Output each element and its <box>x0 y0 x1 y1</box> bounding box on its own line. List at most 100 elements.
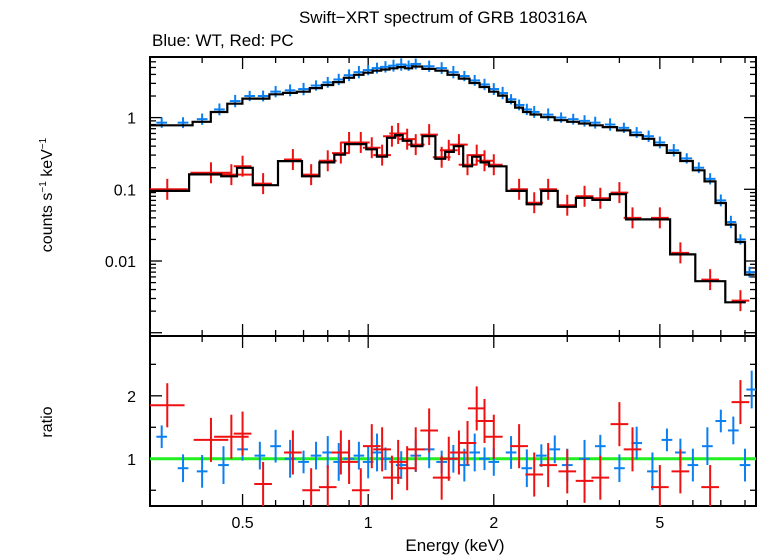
wt-point <box>589 116 601 129</box>
svg-text:counts s−1 keV−1: counts s−1 keV−1 <box>38 137 56 252</box>
wt-ratio-point <box>535 444 547 467</box>
pc-ratio-point <box>671 449 690 494</box>
wt-ratio-point <box>661 428 673 452</box>
pc-point <box>233 155 252 177</box>
spectrum-panel: 0.01 0.1 1 <box>105 56 757 337</box>
wt-ratio-point <box>746 370 756 409</box>
pc-point <box>467 144 486 166</box>
wt-point <box>388 59 399 72</box>
wt-ratio-point <box>156 425 168 449</box>
pc-point <box>150 178 188 200</box>
wt-point <box>567 113 579 125</box>
pc-point <box>671 242 690 264</box>
wt-ratio-point <box>687 448 699 482</box>
wt-point <box>693 162 705 174</box>
pc-point <box>575 185 594 207</box>
bottom-frame <box>149 335 757 507</box>
wt-point <box>704 173 716 185</box>
wt-ratio-point <box>469 433 481 472</box>
pc-ratio-point <box>254 461 272 506</box>
pc-point <box>458 154 477 176</box>
wt-point <box>447 65 459 79</box>
wt-ratio-point <box>739 448 751 482</box>
ylabel-exp2: −1 <box>38 137 49 149</box>
wt-point <box>333 73 345 86</box>
pc-ratio-point <box>373 427 391 472</box>
pc-point <box>351 131 370 153</box>
wt-point <box>298 82 309 96</box>
wt-point <box>479 78 490 91</box>
wt-point <box>436 62 448 75</box>
pc-ratio-point <box>362 424 381 469</box>
pc-point <box>484 154 503 176</box>
pc-ratio-point <box>558 449 577 494</box>
pc-ratio-point <box>284 430 302 475</box>
pc-point <box>302 164 320 186</box>
pc-point <box>650 207 669 229</box>
pc-ratio-point <box>420 408 438 453</box>
pc-point <box>475 150 494 172</box>
wt-point <box>423 60 435 72</box>
pc-ratio-point <box>439 436 458 481</box>
wt-point <box>643 130 654 142</box>
pc-ratio-point <box>193 417 229 462</box>
pc-point <box>610 182 629 204</box>
pc-point <box>389 123 408 144</box>
wt-point <box>668 144 680 157</box>
pc-ratio-point <box>233 411 252 456</box>
wt-ratio-point <box>322 436 334 469</box>
wt-ratio-point <box>549 435 561 464</box>
wt-ratio-point <box>715 409 727 433</box>
wt-ratio-point <box>505 436 517 469</box>
x-tick-label: 0.5 <box>231 515 253 532</box>
pc-point <box>190 162 232 184</box>
y-tick-label: 2 <box>127 389 136 406</box>
pc-ratio-point <box>575 458 594 503</box>
wt-point <box>604 118 616 131</box>
top-frame <box>149 56 757 337</box>
pc-point <box>510 178 528 200</box>
pc-ratio-point <box>450 430 468 475</box>
wt-ratio-point <box>521 449 533 488</box>
wt-ratio-point <box>702 427 713 466</box>
pc-ratio-point <box>650 465 669 506</box>
wt-point <box>654 136 666 149</box>
wt-ratio-point <box>298 450 309 474</box>
wt-point <box>631 127 643 138</box>
pc-ratio-point <box>150 383 185 428</box>
pc-ratio-point <box>591 455 610 500</box>
wt-point <box>380 61 391 73</box>
pc-ratio-point <box>475 398 494 444</box>
wt-point <box>343 69 355 82</box>
wt-ratio-point <box>353 441 365 470</box>
pc-point <box>420 124 438 146</box>
x-tick-label: 5 <box>655 515 664 532</box>
pc-ratio-point <box>318 465 337 506</box>
wt-point <box>196 113 208 125</box>
pc-point <box>332 142 350 164</box>
pc-ratio-point <box>731 380 750 425</box>
x-tick-label: 2 <box>489 515 498 532</box>
wt-point <box>257 90 269 102</box>
wt-point <box>488 83 500 96</box>
pc-ratio-point <box>458 421 477 466</box>
x-tick-label: 1 <box>364 515 373 532</box>
pc-ratio-point <box>510 424 528 469</box>
pc-ratio-point <box>610 402 629 447</box>
wt-point <box>542 108 554 121</box>
y-tick-label: 1 <box>127 111 136 128</box>
pc-point <box>450 134 468 156</box>
wt-point <box>715 194 727 207</box>
pc-ratio-point <box>398 446 417 491</box>
pc-point <box>539 178 558 200</box>
ylabel-main: counts s <box>39 193 56 253</box>
ylabel-unit: keV <box>39 149 56 181</box>
pc-point <box>591 187 610 209</box>
wt-ratio-point <box>177 454 189 483</box>
wt-ratio-point <box>196 455 208 488</box>
pc-point <box>398 128 417 150</box>
wt-ratio-point <box>371 433 383 472</box>
pc-ratio-point <box>332 430 350 475</box>
pc-point <box>254 173 272 195</box>
bottom-ylabel: ratio <box>39 406 56 437</box>
